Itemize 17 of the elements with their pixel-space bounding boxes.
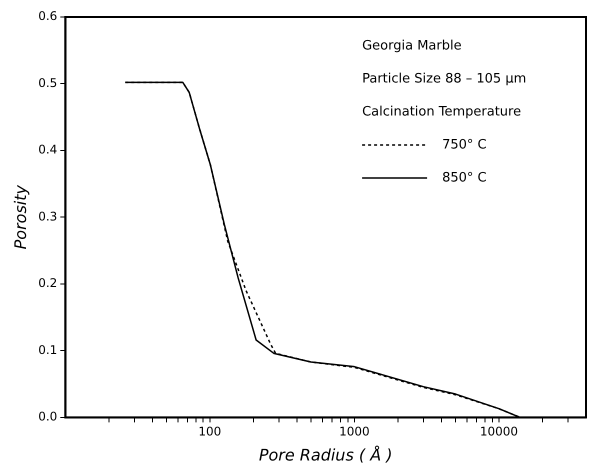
y-axis-title: Porosity	[10, 184, 30, 250]
x-axis-title: Pore Radius ( Å )	[258, 446, 392, 465]
x-tick-label: 10000	[480, 424, 518, 439]
y-tick-label: 0.2	[38, 276, 58, 290]
y-tick-label: 0.3	[38, 209, 58, 224]
y-tick-label: 0.6	[38, 9, 58, 24]
x-tick-label: 1000	[339, 424, 370, 439]
legend-label: 850° C	[442, 170, 487, 186]
y-tick-label: 0.1	[38, 342, 58, 357]
legend-title: Calcination Temperature	[362, 104, 522, 120]
x-tick-label: 100	[198, 424, 222, 439]
y-tick-label: 0.4	[38, 142, 58, 157]
y-tick-label: 0.0	[38, 410, 58, 424]
annotation: Georgia Marble	[362, 38, 462, 54]
annotation: Particle Size 88 – 105 μm	[362, 71, 526, 86]
y-tick-label: 0.5	[38, 76, 58, 90]
legend-label: 750° C	[442, 137, 487, 152]
